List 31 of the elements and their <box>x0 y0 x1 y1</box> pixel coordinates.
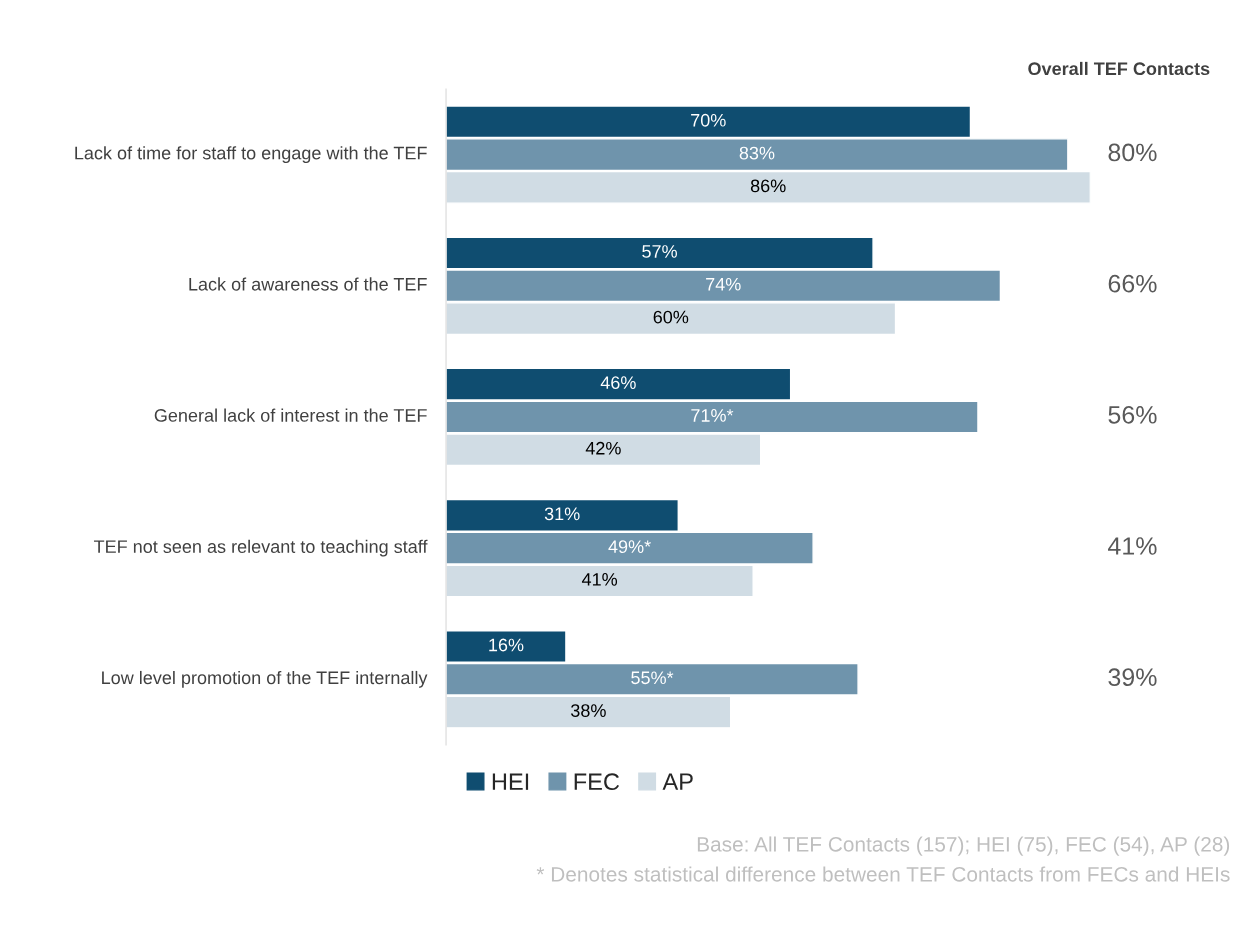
data-label: 71%* <box>691 409 734 422</box>
text: 66% <box>1108 274 1157 293</box>
data-label: 41% <box>581 573 618 586</box>
y-tick-label: Lack of awareness of the TEF <box>189 277 427 291</box>
text: 80% <box>1108 143 1157 162</box>
text: 39% <box>1108 668 1157 687</box>
data-label: 42% <box>585 441 621 455</box>
data-label: 49%* <box>608 540 651 553</box>
text: Overall TEF Contacts <box>1028 61 1210 76</box>
data-label: 74% <box>706 277 741 291</box>
data-label: 31% <box>544 507 580 521</box>
text: 56% <box>1108 405 1157 424</box>
data-label: 86% <box>750 179 786 193</box>
text: * Denotes statistical difference between TEF Contacts from FECs and HEIs <box>536 866 1230 882</box>
data-label: 70% <box>691 113 726 127</box>
y-tick-label: TEF not seen as relevant to teaching staff <box>93 539 428 557</box>
data-label: 55%* <box>631 671 674 685</box>
y-tick-label: General lack of interest in the TEF <box>154 408 427 422</box>
data-label: 46% <box>600 376 636 390</box>
data-label: 38% <box>571 704 606 717</box>
legend-label: FEC <box>574 773 620 791</box>
y-tick-label: Lack of time for staff to engage with the TEF <box>75 146 427 164</box>
legend-label: HEI <box>492 773 529 790</box>
text: Base: All TEF Contacts (157); HEI (75), FEC (54), AP (28) <box>697 836 1230 856</box>
data-label: 16% <box>489 638 524 652</box>
data-label: 60% <box>653 310 689 324</box>
legend-label: AP <box>662 773 693 790</box>
text: 41% <box>1108 537 1157 555</box>
data-label: 57% <box>642 245 677 258</box>
data-label: 83% <box>739 146 775 160</box>
y-tick-label: Low level promotion of the TEF internally <box>102 670 428 688</box>
